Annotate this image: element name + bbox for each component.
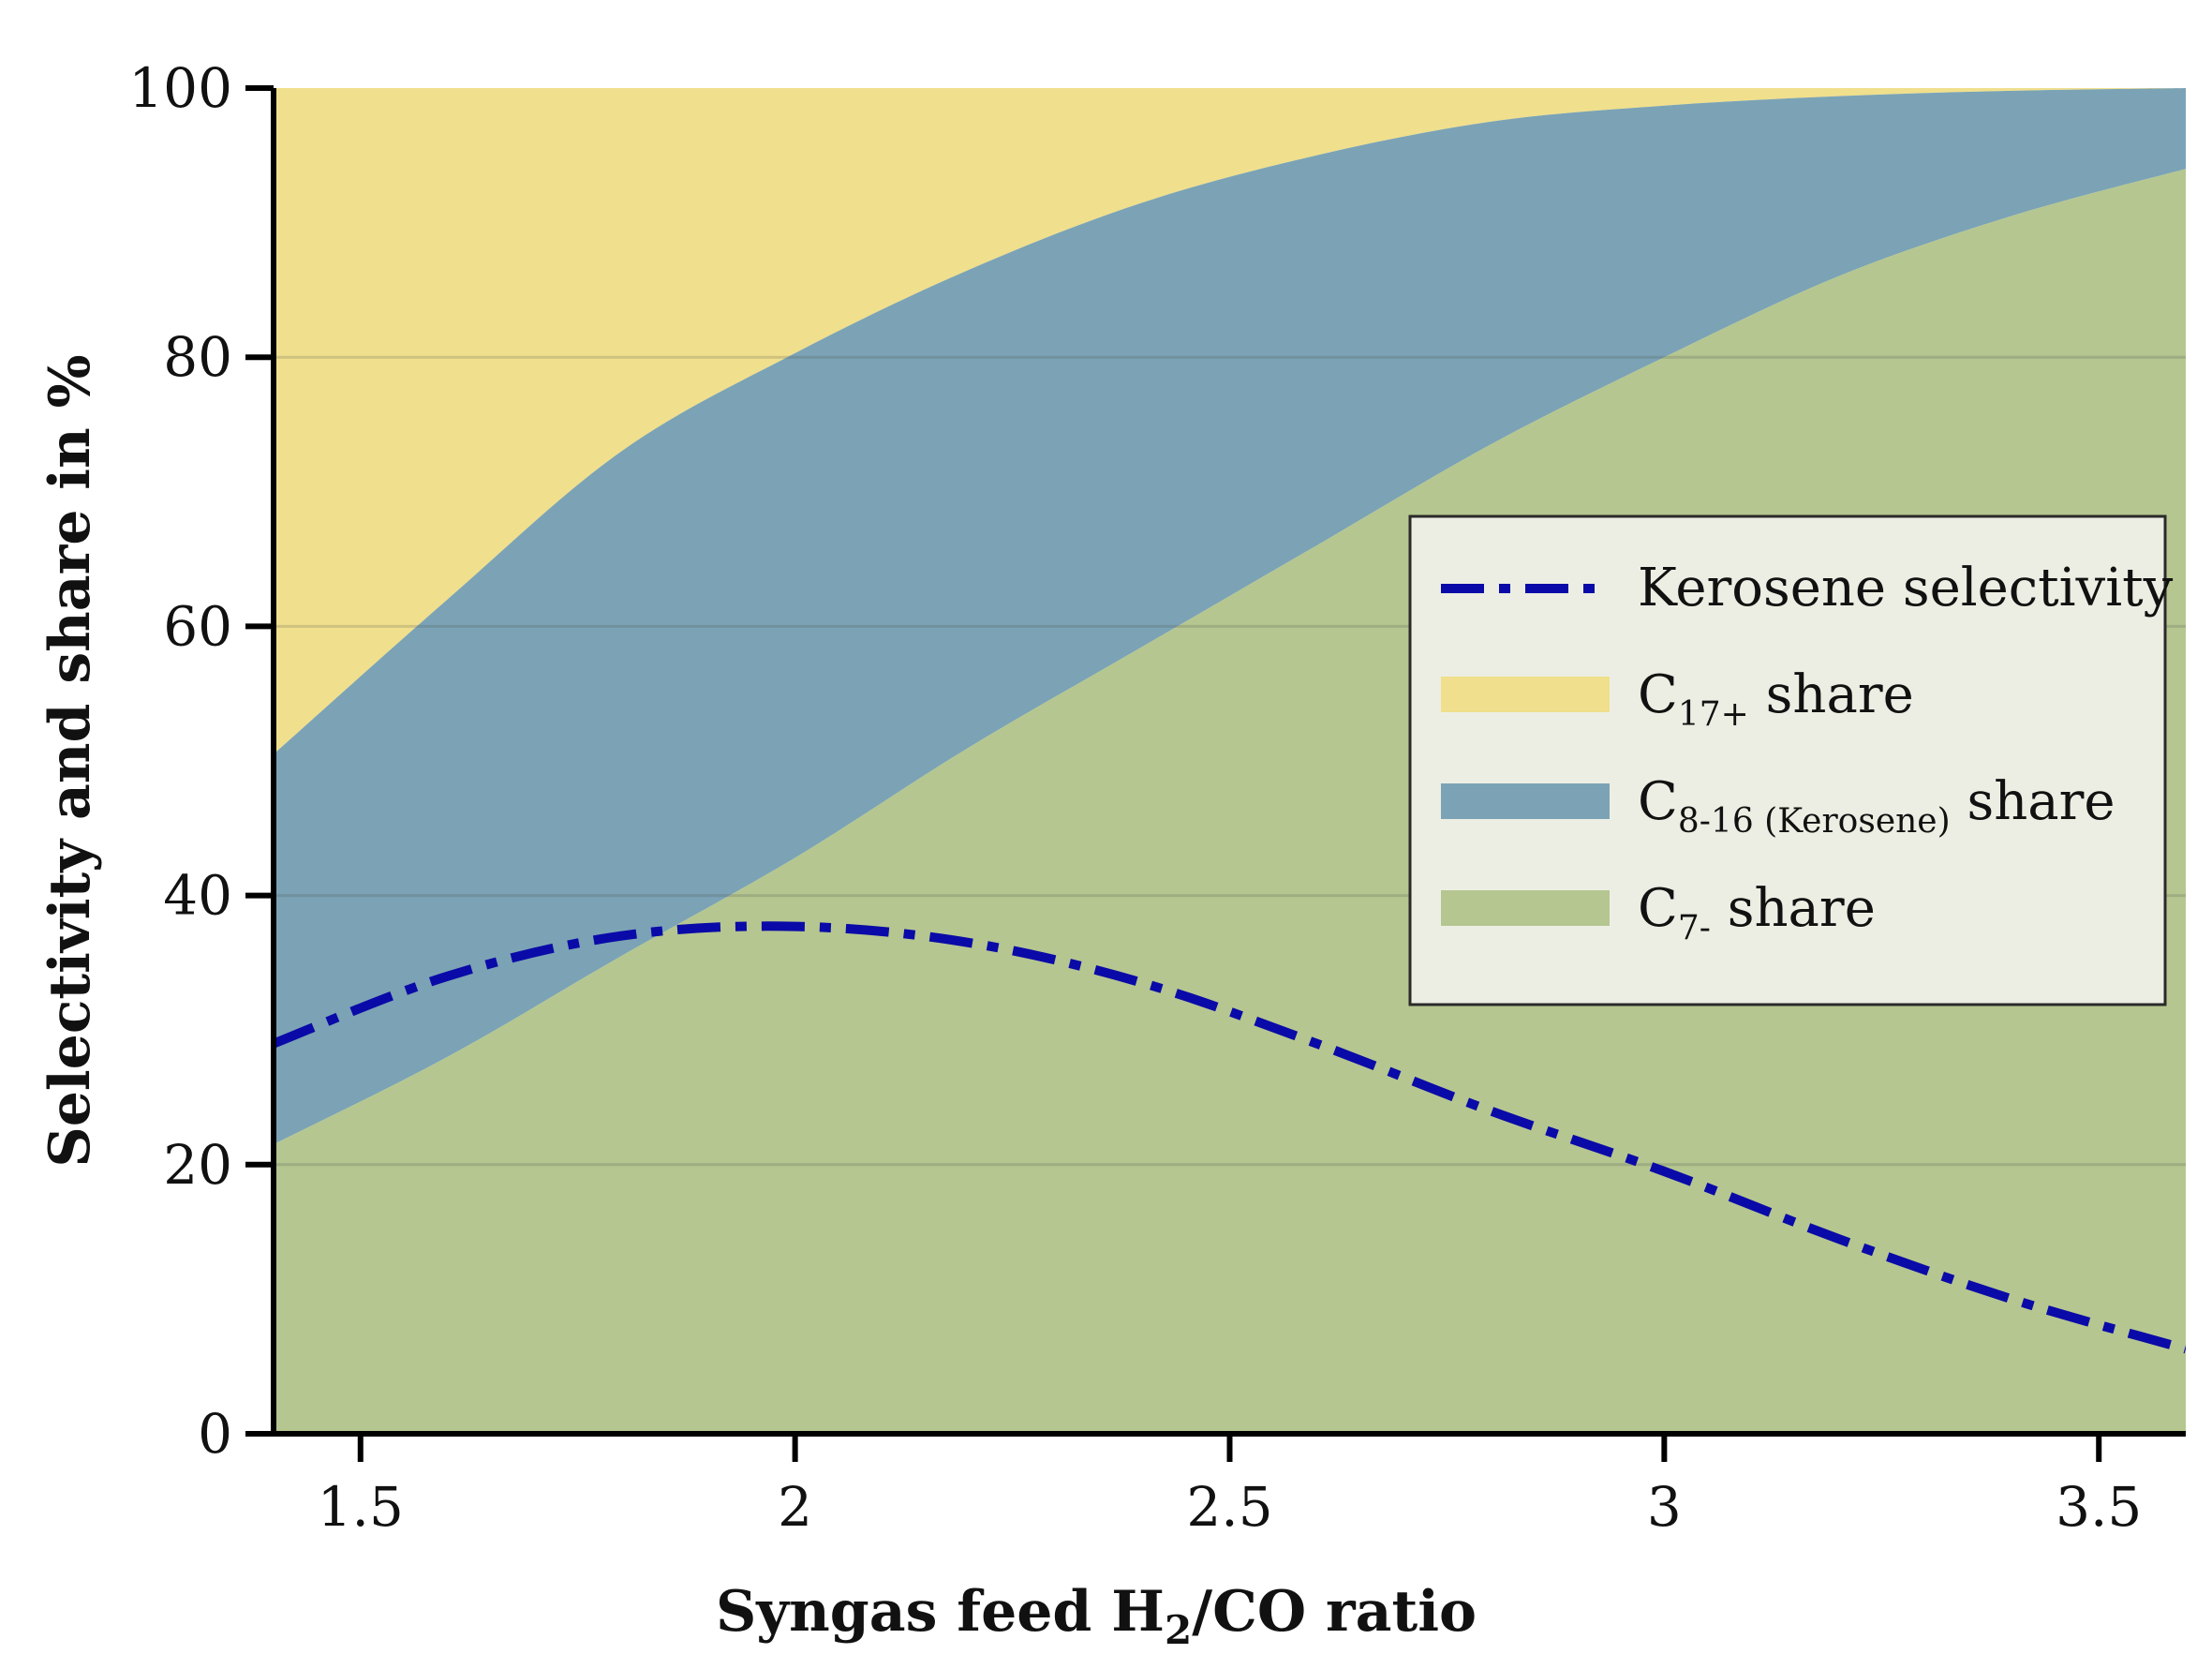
legend: Kerosene selectivity C17+ share C8-16 (Ker… [1408,514,2174,1006]
legend-label-kerosene-selectivity: Kerosene selectivity [1638,558,2174,618]
y-tick-label: 80 [163,325,232,389]
legend-swatch-c8-16-kerosene-share [1441,783,1610,819]
y-tick-label: 60 [163,594,232,658]
line-layer [274,921,2186,1354]
x-tick-label: 2 [778,1475,812,1539]
y-axis-title: Selectivity and share in % [37,354,103,1167]
y-tick-label: 20 [163,1133,232,1197]
line-kerosene-selectivity [274,921,2186,1354]
x-tick-label: 2.5 [1186,1475,1272,1539]
area-c17-share [274,88,2186,754]
area-layer [274,88,2186,1434]
x-ticks: 1.5 2 2.5 3 3.5 [318,1434,2142,1539]
legend-label-c17-share: C17+ share [1638,664,1914,734]
area-c8-16-kerosene-share [274,88,2186,1145]
y-tick-label: 100 [128,56,232,120]
legend-label-c8-16-kerosene-share: C8-16 (Kerosene) share [1638,771,2116,841]
legend-swatch-c7-share [1441,890,1610,926]
x-tick-label: 3.5 [2056,1475,2142,1539]
x-tick-label: 1.5 [318,1475,404,1539]
legend-swatch-c17-share [1441,677,1610,712]
area-c7-share [274,169,2186,1434]
x-tick-label: 3 [1647,1475,1682,1539]
legend-label-c7-share: C7- share [1638,878,1876,947]
y-ticks: 0 20 40 60 80 100 [128,56,274,1466]
x-axis-title: Syngas feed H2/CO ratio [716,1579,1477,1653]
y-tick-label: 0 [198,1402,232,1466]
y-tick-label: 40 [163,864,232,928]
